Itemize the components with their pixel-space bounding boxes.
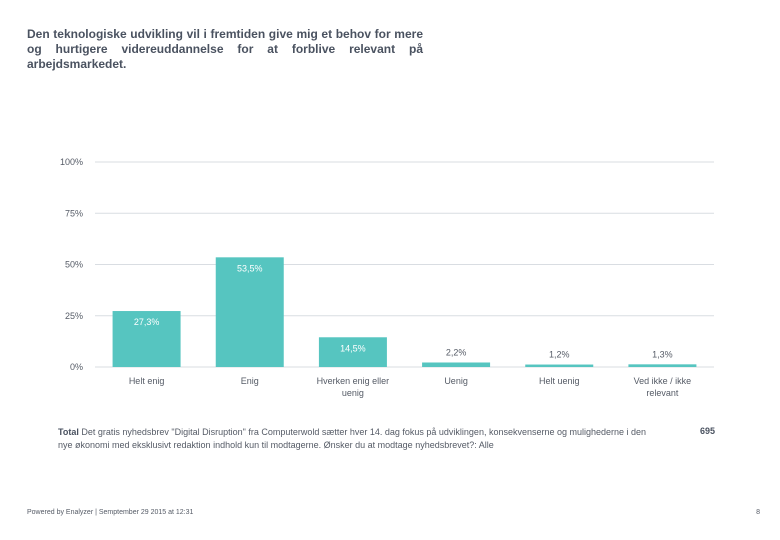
x-tick-label: Enig xyxy=(241,376,259,386)
bar xyxy=(422,362,491,367)
x-tick-label: Hverken enig eller xyxy=(317,376,390,386)
footer-text: Powered by Enalyzer | Semptember 29 2015… xyxy=(27,509,194,516)
bar xyxy=(112,311,181,367)
total-row: Total Det gratis nyhedsbrev "Digital Dis… xyxy=(58,426,658,452)
bar xyxy=(215,257,284,367)
y-tick-label: 25% xyxy=(65,311,83,321)
y-tick-label: 100% xyxy=(60,157,83,167)
x-tick-label: Helt enig xyxy=(129,376,165,386)
y-tick-label: 75% xyxy=(65,208,83,218)
total-count: 695 xyxy=(699,426,715,436)
x-tick-label: Helt uenig xyxy=(539,376,580,386)
bar xyxy=(628,364,697,367)
x-tick-label: uenig xyxy=(342,388,364,398)
data-label: 1,3% xyxy=(652,349,673,359)
data-label: 1,2% xyxy=(549,350,570,360)
data-label: 27,3% xyxy=(134,317,160,327)
total-description: Det gratis nyhedsbrev "Digital Disruptio… xyxy=(58,427,647,450)
page-number: 8 xyxy=(756,509,760,516)
x-tick-label: relevant xyxy=(646,388,679,398)
y-tick-label: 50% xyxy=(65,260,83,270)
data-label: 53,5% xyxy=(237,263,263,273)
bar-chart: 0% 25% 50% 75% 100% 27,3% Helt enig 53,5% Enig 14… xyxy=(60,157,714,398)
x-tick-label: Uenig xyxy=(444,376,468,386)
data-label: 14,5% xyxy=(340,343,366,353)
chart-title: Den teknologiske udvikling vil i fremtid… xyxy=(27,27,423,71)
bar xyxy=(525,364,594,367)
total-label: Total xyxy=(58,427,79,437)
data-label: 2,2% xyxy=(446,347,467,357)
x-tick-label: Ved ikke / ikke xyxy=(634,376,692,386)
bar xyxy=(318,337,387,367)
y-tick-label: 0% xyxy=(70,362,83,372)
